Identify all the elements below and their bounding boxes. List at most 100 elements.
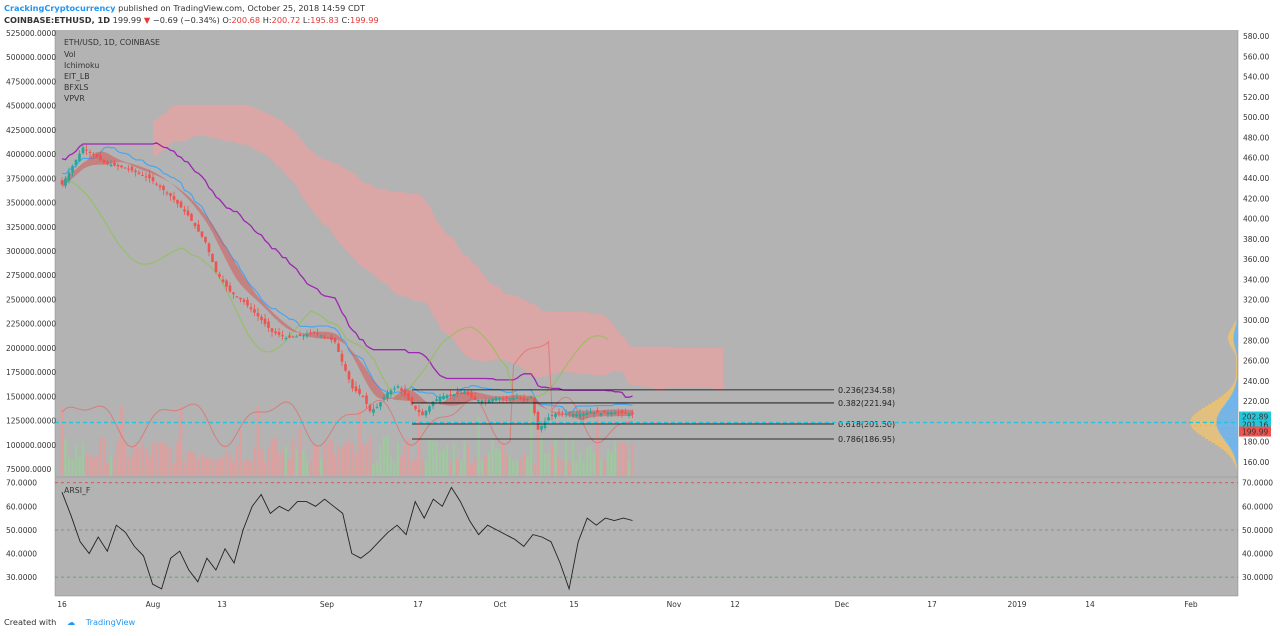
candle-body	[95, 154, 99, 158]
legend-item-vol[interactable]: Vol	[64, 50, 76, 59]
vpvr-bar-down	[1216, 422, 1238, 425]
candle-body	[141, 175, 144, 177]
candle-body	[288, 335, 291, 338]
vpvr-bar-up	[1236, 360, 1238, 363]
candle-body	[470, 392, 473, 398]
vpvr-bar-down	[1220, 432, 1238, 435]
candle-body	[617, 412, 620, 414]
volume-bar	[179, 406, 183, 476]
vpvr-bar-up	[1208, 438, 1225, 441]
vpvr-bar-up	[1233, 383, 1236, 386]
ma-ribbon	[62, 151, 633, 420]
volume-bar	[624, 444, 627, 476]
vpvr-bar-up	[1208, 403, 1225, 406]
candle-body	[354, 386, 358, 392]
volume-bar	[134, 444, 137, 476]
legend-item-ichimoku[interactable]: Ichimoku	[64, 61, 99, 70]
volume-bar	[592, 451, 596, 476]
volume-bar	[351, 443, 354, 476]
volume-bar	[309, 460, 312, 476]
volume-bar	[617, 442, 620, 476]
candle-body	[407, 393, 410, 400]
volume-bar	[74, 445, 78, 476]
volume-bar	[449, 461, 452, 476]
volume-bar	[253, 447, 256, 476]
vpvr-bar-down	[1236, 463, 1238, 466]
volume-bar	[211, 459, 214, 476]
rsi-pane-background[interactable]	[55, 478, 1238, 596]
vpvr-bar-down	[1233, 338, 1238, 341]
candle-body	[358, 388, 361, 394]
volume-profile	[1190, 321, 1238, 468]
candle-body	[599, 413, 603, 416]
vpvr-bar-up	[1205, 405, 1224, 408]
volume-bar	[536, 427, 540, 476]
volume-bar	[564, 436, 568, 476]
vpvr-bar-up	[1230, 329, 1235, 332]
candle-body	[71, 165, 74, 173]
vpvr-bar-up	[1229, 342, 1235, 345]
volume-bar	[344, 442, 347, 476]
right-axis-tick-label: 580.00	[1243, 32, 1269, 41]
vpvr-bar-up	[1236, 366, 1238, 369]
oscillator-line	[61, 340, 633, 448]
vpvr-bar-down	[1233, 333, 1238, 336]
candle-body	[218, 274, 221, 277]
volume-bar	[599, 459, 603, 476]
volume-bar	[631, 443, 634, 476]
right-axis-tick-label: 320.00	[1243, 296, 1269, 305]
tradingview-brand-link[interactable]: TradingView	[85, 617, 136, 627]
candle-body	[606, 412, 610, 415]
chart-canvas[interactable]: 0.236(234.58) 0.382(221.94) 0.618(201.50) 0…	[0, 30, 1280, 614]
candle-body	[81, 147, 85, 154]
candle-body	[347, 371, 351, 380]
volume-bar	[529, 397, 533, 476]
candle-body	[312, 331, 316, 333]
vpvr-bar-down	[1233, 340, 1238, 343]
vpvr-bar-up	[1230, 344, 1235, 347]
legend-item-vpvr[interactable]: VPVR	[64, 94, 85, 103]
candle-body	[123, 167, 127, 169]
vpvr-bar-up	[1190, 418, 1217, 421]
candle-body	[435, 399, 438, 402]
candle-body	[270, 328, 274, 332]
vpvr-bar-down	[1227, 443, 1238, 446]
volume-bar	[162, 443, 165, 476]
vpvr-bar-down	[1234, 331, 1238, 334]
left-axis-tick-label: 250000.0000	[6, 295, 56, 304]
volume-bar	[141, 441, 144, 476]
volume-bar	[498, 449, 501, 476]
volume-bar	[333, 454, 337, 476]
vpvr-bar-down	[1231, 449, 1238, 452]
legend-item-eit-lb[interactable]: EIT_LB	[64, 72, 90, 81]
volume-bar	[197, 459, 200, 476]
fibonacci-levels[interactable]: 0.236(234.58) 0.382(221.94) 0.618(201.50) 0…	[55, 386, 1238, 444]
price-tag-box	[1239, 411, 1271, 422]
vpvr-bar-up	[1231, 385, 1236, 388]
vpvr-bar-up	[1235, 463, 1237, 466]
published-text: published on TradingView.com, October 25…	[118, 3, 365, 13]
author-link[interactable]: CrackingCryptocurrency	[4, 3, 116, 13]
volume-bar	[144, 448, 148, 476]
main-pane-background[interactable]	[55, 30, 1238, 476]
vpvr-bar-down	[1237, 377, 1238, 380]
vpvr-bar-up	[1198, 410, 1221, 413]
candle-body	[326, 337, 330, 339]
right-axis-tick-label: 360.00	[1243, 255, 1269, 264]
vpvr-bar-up	[1231, 327, 1235, 330]
candle-body	[256, 312, 260, 317]
left-axis-tick-label: 325000.0000	[6, 223, 56, 232]
legend: ETH/USD, 1D, COINBASE Vol Ichimoku EIT_L…	[64, 38, 160, 495]
volume-bar	[459, 460, 463, 476]
volume-bar	[263, 461, 267, 476]
tradingview-logo-icon[interactable]: ☁	[66, 617, 76, 627]
volume-bar	[172, 462, 176, 476]
vpvr-bar-up	[1236, 356, 1238, 359]
right-axis-tick-label: 300.00	[1243, 316, 1269, 325]
rsi-left-tick-label: 70.0000	[6, 479, 37, 488]
candle-body	[260, 316, 263, 321]
left-axis-tick-label: 375000.0000	[6, 174, 56, 183]
rsi-legend-title[interactable]: ARSI_F	[64, 486, 91, 495]
candle-body	[116, 164, 120, 167]
legend-item-bfxls[interactable]: BFXLS	[64, 83, 89, 92]
